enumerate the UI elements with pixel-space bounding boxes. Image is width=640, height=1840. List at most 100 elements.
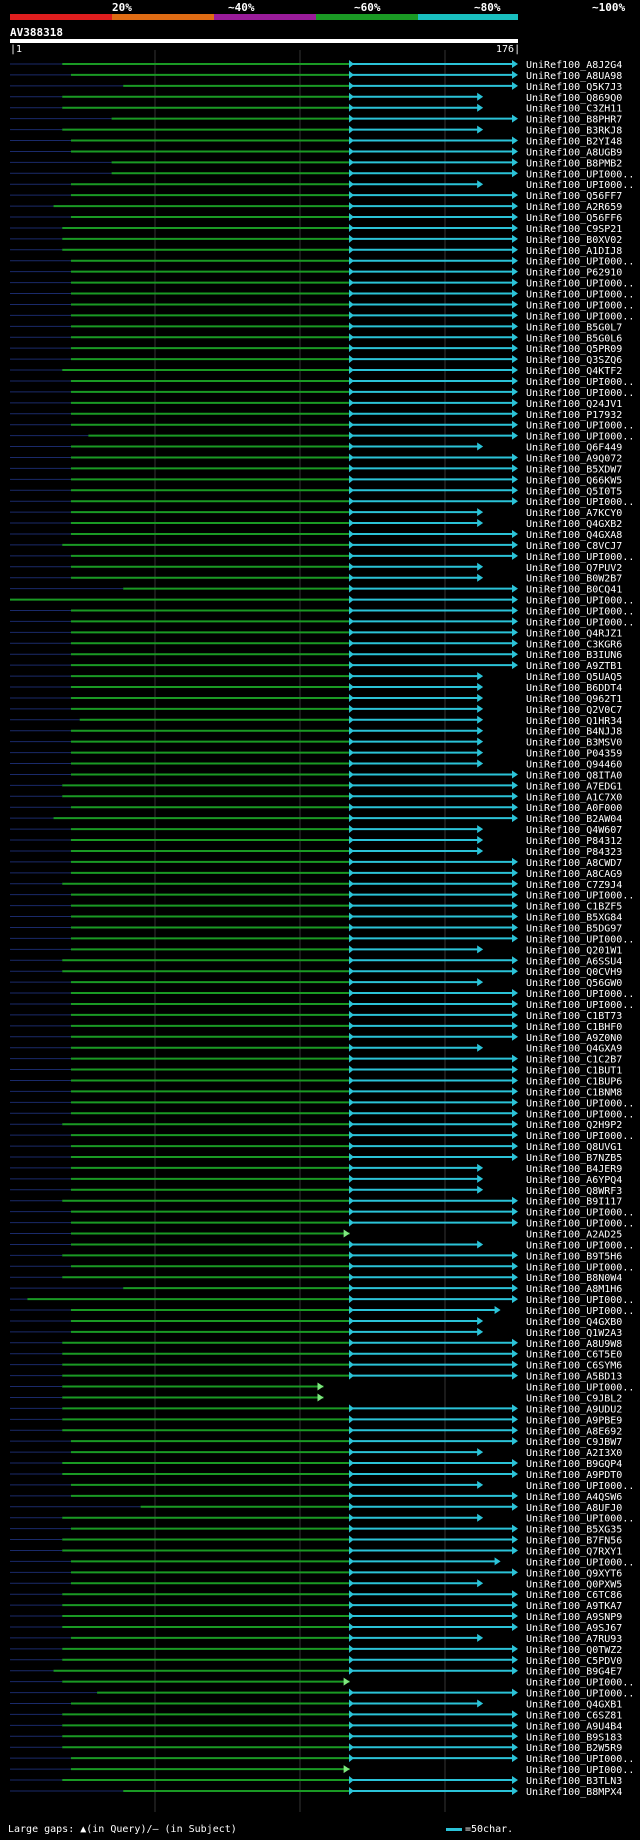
hit-label[interactable]: UniRef100_B2YI48 xyxy=(526,137,622,148)
hit-label[interactable]: UniRef100_UPI000.. xyxy=(526,290,634,301)
hit-label[interactable]: UniRef100_B5DG97 xyxy=(526,923,622,934)
hit-label[interactable]: UniRef100_UPI000.. xyxy=(526,1754,634,1765)
hit-label[interactable]: UniRef100_A9PDT0 xyxy=(526,1470,622,1481)
hit-label[interactable]: UniRef100_A9U4B4 xyxy=(526,1721,622,1732)
hit-label[interactable]: UniRef100_UPI000.. xyxy=(526,1383,634,1394)
hit-label[interactable]: UniRef100_UPI000.. xyxy=(526,279,634,290)
hit-label[interactable]: UniRef100_Q2V0C7 xyxy=(526,705,622,716)
hit-label[interactable]: UniRef100_Q0TWZ2 xyxy=(526,1645,622,1656)
hit-label[interactable]: UniRef100_B5G0L7 xyxy=(526,322,622,333)
hit-label[interactable]: UniRef100_A4QSW6 xyxy=(526,1492,622,1503)
hit-label[interactable]: UniRef100_C1BT73 xyxy=(526,1011,622,1022)
hit-label[interactable]: UniRef100_UPI000.. xyxy=(526,421,634,432)
hit-label[interactable]: UniRef100_C9JBW7 xyxy=(526,1437,622,1448)
hit-label[interactable]: UniRef100_Q4GXB0 xyxy=(526,1317,622,1328)
hit-label[interactable]: UniRef100_UPI000.. xyxy=(526,891,634,902)
hit-label[interactable]: UniRef100_Q9XYT6 xyxy=(526,1568,622,1579)
hit-label[interactable]: UniRef100_Q2H9P2 xyxy=(526,1120,622,1131)
hit-label[interactable]: UniRef100_B3TLN3 xyxy=(526,1776,622,1787)
hit-label[interactable]: UniRef100_C6T5E0 xyxy=(526,1350,622,1361)
hit-label[interactable]: UniRef100_P04359 xyxy=(526,749,622,760)
hit-label[interactable]: UniRef100_Q5PR09 xyxy=(526,344,622,355)
hit-label[interactable]: UniRef100_UPI000.. xyxy=(526,1678,634,1689)
hit-label[interactable]: UniRef100_A9Q072 xyxy=(526,453,622,464)
hit-label[interactable]: UniRef100_UPI000.. xyxy=(526,388,634,399)
hit-label[interactable]: UniRef100_UPI000.. xyxy=(526,552,634,563)
hit-label[interactable]: UniRef100_A9SNP9 xyxy=(526,1612,622,1623)
hit-label[interactable]: UniRef100_UPI000.. xyxy=(526,1000,634,1011)
hit-label[interactable]: UniRef100_Q1W2A3 xyxy=(526,1328,622,1339)
hit-label[interactable]: UniRef100_UPI000.. xyxy=(526,300,634,311)
hit-label[interactable]: UniRef100_A1C7X0 xyxy=(526,792,622,803)
hit-label[interactable]: UniRef100_B5G0L6 xyxy=(526,333,622,344)
hit-label[interactable]: UniRef100_B9GQP4 xyxy=(526,1459,622,1470)
hit-label[interactable]: UniRef100_UPI000.. xyxy=(526,989,634,1000)
hit-label[interactable]: UniRef100_A9SJ67 xyxy=(526,1623,622,1634)
hit-label[interactable]: UniRef100_B7FN56 xyxy=(526,1536,622,1547)
hit-label[interactable]: UniRef100_Q5K7J3 xyxy=(526,82,622,93)
hit-label[interactable]: UniRef100_C1BUT1 xyxy=(526,1066,622,1077)
hit-label[interactable]: UniRef100_B4NJJ8 xyxy=(526,727,622,738)
hit-label[interactable]: UniRef100_Q5I0T5 xyxy=(526,486,622,497)
hit-label[interactable]: UniRef100_A8CAG9 xyxy=(526,869,622,880)
hit-label[interactable]: UniRef100_Q66KW5 xyxy=(526,475,622,486)
hit-label[interactable]: UniRef100_UPI000.. xyxy=(526,1481,634,1492)
hit-label[interactable]: UniRef100_C1C2B7 xyxy=(526,1055,622,1066)
hit-label[interactable]: UniRef100_Q4KTF2 xyxy=(526,366,622,377)
hit-label[interactable]: UniRef100_A9PBE9 xyxy=(526,1415,622,1426)
hit-label[interactable]: UniRef100_Q8WRF3 xyxy=(526,1186,622,1197)
hit-label[interactable]: UniRef100_Q201W1 xyxy=(526,945,622,956)
hit-label[interactable]: UniRef100_UPI000.. xyxy=(526,1131,634,1142)
hit-label[interactable]: UniRef100_Q4GXA8 xyxy=(526,530,622,541)
hit-label[interactable]: UniRef100_B5XG84 xyxy=(526,913,622,924)
hit-label[interactable]: UniRef100_UPI000.. xyxy=(526,617,634,628)
hit-label[interactable]: UniRef100_B9T5H6 xyxy=(526,1251,622,1262)
hit-label[interactable]: UniRef100_C3KGR6 xyxy=(526,639,622,650)
hit-label[interactable]: UniRef100_Q4GXB1 xyxy=(526,1700,622,1711)
hit-label[interactable]: UniRef100_C6SZ81 xyxy=(526,1710,622,1721)
hit-label[interactable]: UniRef100_UPI000.. xyxy=(526,169,634,180)
hit-label[interactable]: UniRef100_A8E692 xyxy=(526,1426,622,1437)
hit-label[interactable]: UniRef100_B3MSV0 xyxy=(526,738,622,749)
hit-label[interactable]: UniRef100_UPI000.. xyxy=(526,596,634,607)
hit-label[interactable]: UniRef100_A6YPQ4 xyxy=(526,1175,622,1186)
hit-label[interactable]: UniRef100_A9UDU2 xyxy=(526,1404,622,1415)
hit-label[interactable]: UniRef100_A2AD25 xyxy=(526,1230,622,1241)
hit-label[interactable]: UniRef100_UPI000.. xyxy=(526,934,634,945)
hit-label[interactable]: UniRef100_Q0CVH9 xyxy=(526,967,622,978)
hit-label[interactable]: UniRef100_C5PDV0 xyxy=(526,1656,622,1667)
hit-label[interactable]: UniRef100_Q5UAQ5 xyxy=(526,672,622,683)
hit-label[interactable]: UniRef100_Q4RJZ1 xyxy=(526,628,622,639)
hit-label[interactable]: UniRef100_UPI000.. xyxy=(526,257,634,268)
hit-label[interactable]: UniRef100_B0W2B7 xyxy=(526,574,622,585)
hit-label[interactable]: UniRef100_UPI000.. xyxy=(526,1240,634,1251)
hit-label[interactable]: UniRef100_B9I117 xyxy=(526,1197,622,1208)
hit-label[interactable]: UniRef100_Q1HR34 xyxy=(526,716,622,727)
hit-label[interactable]: UniRef100_A6SSU4 xyxy=(526,956,622,967)
hit-label[interactable]: UniRef100_Q3SZQ6 xyxy=(526,355,622,366)
hit-label[interactable]: UniRef100_B4JER9 xyxy=(526,1164,622,1175)
hit-label[interactable]: UniRef100_Q0PXW5 xyxy=(526,1579,622,1590)
hit-label[interactable]: UniRef100_UPI000.. xyxy=(526,1262,634,1273)
hit-label[interactable]: UniRef100_Q4W607 xyxy=(526,825,622,836)
hit-label[interactable]: UniRef100_C1BNM8 xyxy=(526,1087,622,1098)
hit-label[interactable]: UniRef100_A9TKA7 xyxy=(526,1601,622,1612)
hit-label[interactable]: UniRef100_P17932 xyxy=(526,410,622,421)
hit-label[interactable]: UniRef100_C1BZF5 xyxy=(526,902,622,913)
hit-label[interactable]: UniRef100_UPI000.. xyxy=(526,1306,634,1317)
hit-label[interactable]: UniRef100_B8MPX4 xyxy=(526,1787,622,1798)
hit-label[interactable]: UniRef100_Q56FF7 xyxy=(526,191,622,202)
hit-label[interactable]: UniRef100_A8CWD7 xyxy=(526,858,622,869)
hit-label[interactable]: UniRef100_UPI000.. xyxy=(526,1109,634,1120)
hit-label[interactable]: UniRef100_A5BD13 xyxy=(526,1372,622,1383)
hit-label[interactable]: UniRef100_B8PHR7 xyxy=(526,115,622,126)
hit-label[interactable]: UniRef100_C1BHF0 xyxy=(526,1022,622,1033)
hit-label[interactable]: UniRef100_UPI000.. xyxy=(526,607,634,618)
hit-label[interactable]: UniRef100_A8UGB9 xyxy=(526,147,622,158)
hit-label[interactable]: UniRef100_B9G4E7 xyxy=(526,1667,622,1678)
hit-label[interactable]: UniRef100_C9JBL2 xyxy=(526,1393,622,1404)
hit-label[interactable]: UniRef100_UPI000.. xyxy=(526,1098,634,1109)
hit-label[interactable]: UniRef100_A8UFJ0 xyxy=(526,1503,622,1514)
hit-label[interactable]: UniRef100_UPI000.. xyxy=(526,377,634,388)
hit-label[interactable]: UniRef100_Q8ITA0 xyxy=(526,770,622,781)
